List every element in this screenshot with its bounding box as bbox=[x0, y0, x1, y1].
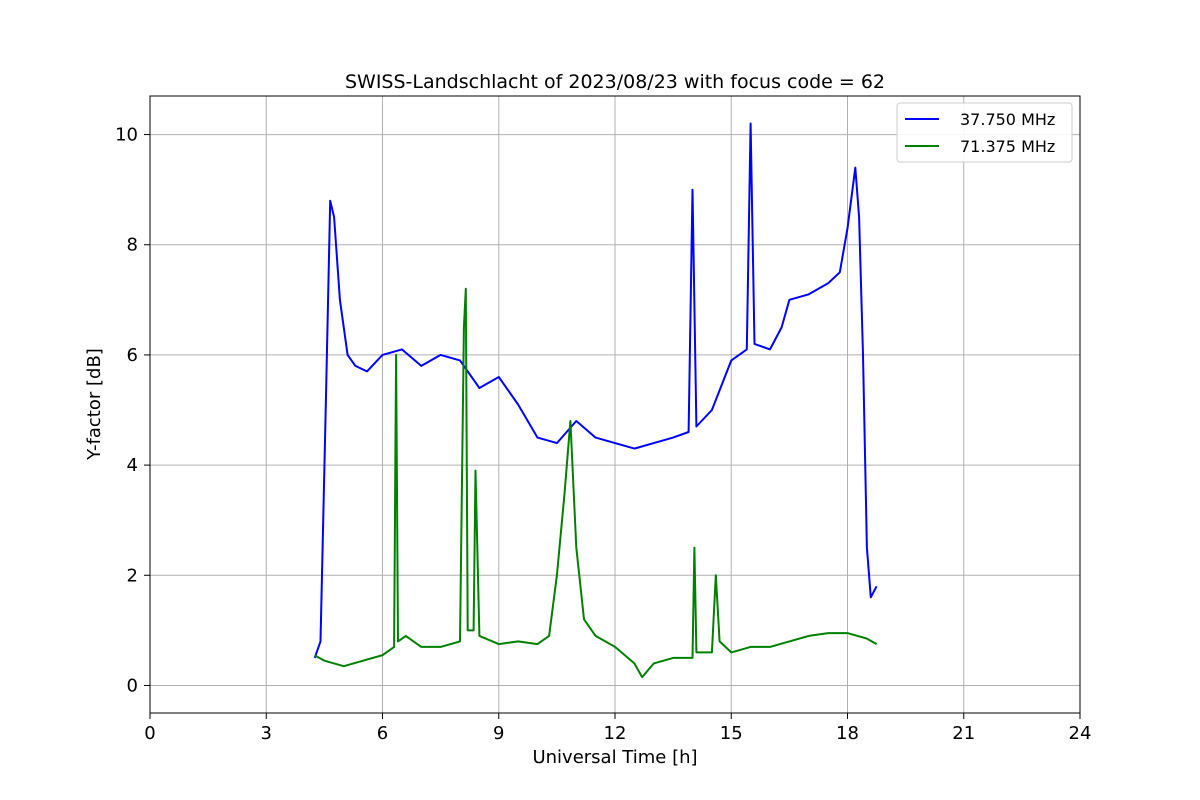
legend-label-series-2: 71.375 MHz bbox=[960, 137, 1055, 156]
y-tick-label: 8 bbox=[127, 235, 138, 256]
x-tick-label: 21 bbox=[952, 723, 975, 744]
legend-box bbox=[896, 102, 1073, 163]
x-axis-ticks: 0 3 6 9 12 15 18 21 24 bbox=[144, 713, 1091, 744]
x-tick-label: 24 bbox=[1069, 723, 1092, 744]
y-tick-label: 2 bbox=[127, 565, 138, 586]
y-tick-label: 0 bbox=[127, 675, 138, 696]
y-tick-label: 10 bbox=[115, 125, 138, 146]
x-tick-label: 6 bbox=[377, 723, 388, 744]
y-tick-label: 6 bbox=[127, 345, 138, 366]
y-tick-label: 4 bbox=[127, 455, 138, 476]
x-tick-label: 0 bbox=[144, 723, 155, 744]
x-tick-label: 18 bbox=[836, 723, 859, 744]
x-tick-label: 3 bbox=[261, 723, 272, 744]
series-line-2 bbox=[314, 287, 878, 679]
chart-title: SWISS-Landschlacht of 2023/08/23 with fo… bbox=[345, 71, 885, 93]
series-line-1 bbox=[313, 122, 878, 659]
y-axis-ticks: 0 2 4 6 8 10 bbox=[115, 125, 150, 696]
x-axis-label: Universal Time [h] bbox=[532, 747, 697, 768]
x-tick-label: 15 bbox=[720, 723, 743, 744]
x-tick-label: 9 bbox=[493, 723, 504, 744]
legend: 37.750 MHz 71.375 MHz bbox=[896, 102, 1073, 163]
plot-area bbox=[313, 122, 878, 679]
x-tick-label: 12 bbox=[604, 723, 627, 744]
series-lines bbox=[313, 122, 878, 679]
legend-label-series-1: 37.750 MHz bbox=[960, 110, 1055, 129]
y-axis-label: Y-factor [dB] bbox=[84, 348, 105, 461]
